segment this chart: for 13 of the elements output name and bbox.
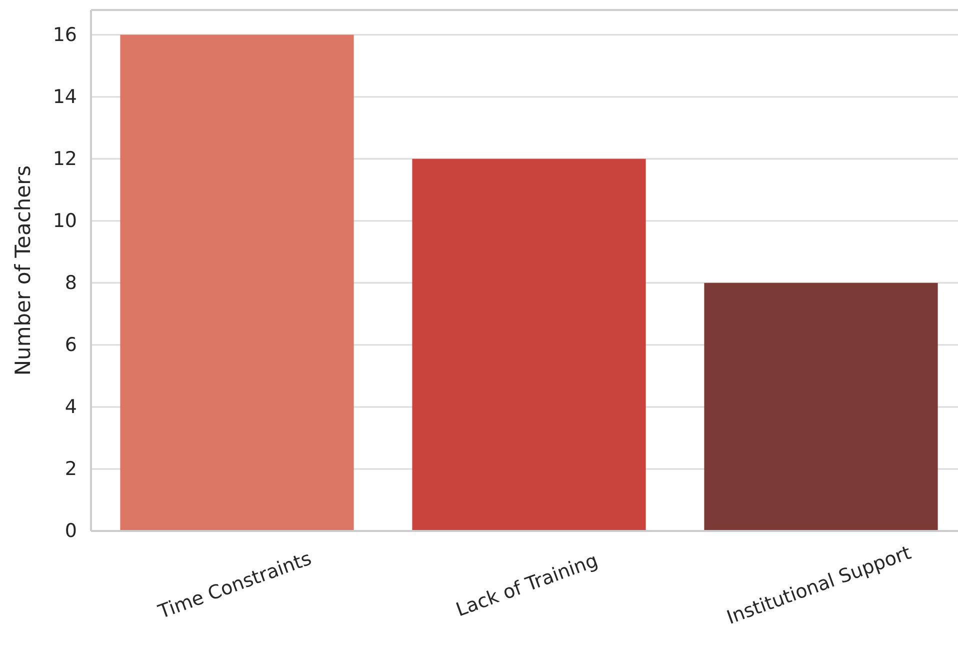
bar (120, 34, 354, 531)
y-axis-title: Number of Teachers (11, 165, 35, 376)
bar (412, 158, 646, 531)
y-tick-label: 12 (52, 148, 77, 170)
y-tick-label: 4 (64, 396, 77, 418)
y-tick-label: 16 (52, 24, 77, 46)
y-tick-label: 10 (52, 210, 77, 232)
y-tick-label: 6 (64, 334, 77, 356)
y-tick-label: 14 (52, 86, 77, 108)
bar (704, 282, 938, 531)
y-tick-label: 2 (64, 458, 77, 480)
y-tick-label: 8 (64, 272, 77, 294)
y-tick-label: 0 (64, 520, 77, 542)
